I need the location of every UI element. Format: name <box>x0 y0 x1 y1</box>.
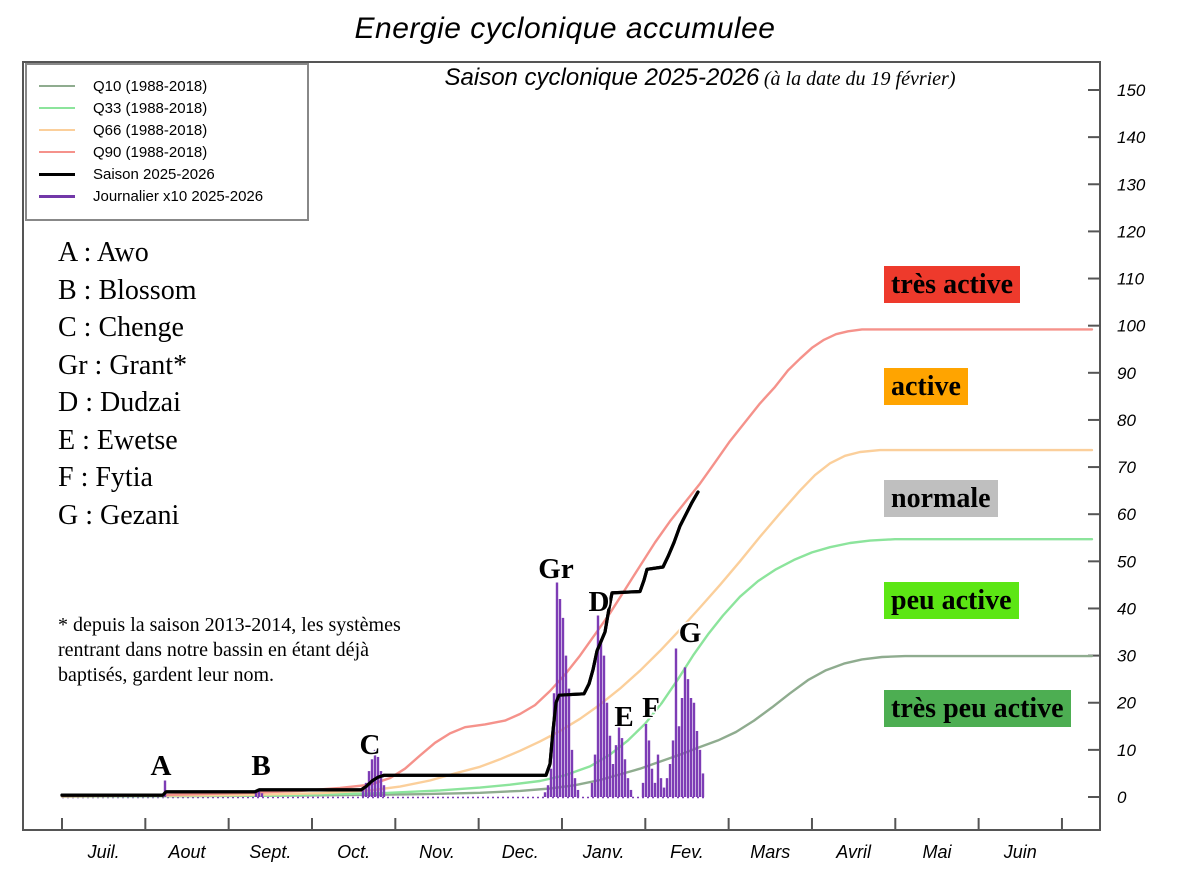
x-axis-month-label: Avril <box>835 842 872 862</box>
legend-item-label: Q33 (1988-2018) <box>93 99 208 117</box>
storm-marker-e: E <box>614 701 633 733</box>
storm-list-entry: A : Awo <box>58 237 149 268</box>
storm-list-entry: C : Chenge <box>58 312 184 343</box>
storm-marker-gr: Gr <box>538 553 574 585</box>
legend-line-swatch <box>39 107 75 109</box>
x-axis-month-label: Sept. <box>249 842 291 862</box>
x-axis-month-label: Janv. <box>582 842 625 862</box>
storm-name-list: A : Awo B : Blossom C : Chenge Gr : Grant* D… <box>58 234 196 534</box>
series-line-q33-1988-2018- <box>60 538 1094 798</box>
storm-list-entry: G : Gezani <box>58 499 180 531</box>
storm-marker-d: D <box>589 586 610 618</box>
activity-label-active: active <box>884 368 968 405</box>
subtitle-date-note: (à la date du 19 février) <box>763 68 956 90</box>
series-line-q66-1988-2018- <box>60 448 1094 798</box>
y-axis-tick-label: 50 <box>1117 552 1136 571</box>
footnote: * depuis la saison 2013-2014, les systèm… <box>58 614 401 686</box>
y-axis-tick-label: 90 <box>1117 364 1136 383</box>
storm-list-entry: Gr : Grant* <box>58 349 188 381</box>
legend-line-swatch <box>39 194 75 198</box>
x-axis-month-label: Dec. <box>502 842 539 862</box>
legend-item-2: Q66 (1988-2018) <box>39 119 307 141</box>
legend-line-swatch <box>39 85 75 87</box>
y-axis-tick-label: 60 <box>1117 505 1136 524</box>
x-axis-month-label: Juin <box>1003 842 1037 862</box>
legend-item-4: Saison 2025-2026 <box>39 163 307 185</box>
subtitle-season: Saison cyclonique 2025-2026 <box>444 64 760 91</box>
activity-label-normale: normale <box>884 480 998 517</box>
legend-item-label: Q90 (1988-2018) <box>93 143 208 161</box>
storm-marker-f: F <box>642 692 660 724</box>
y-axis-tick-label: 150 <box>1117 81 1146 100</box>
storm-marker-a: A <box>151 750 172 782</box>
storm-list-entry: E : Ewetse <box>58 424 178 456</box>
x-axis-month-label: Aout <box>167 842 206 862</box>
season-line-overlay <box>60 490 700 797</box>
y-axis-tick-label: 130 <box>1117 175 1146 194</box>
x-axis-month-label: Nov. <box>419 842 455 862</box>
y-axis-tick-label: 140 <box>1117 128 1146 147</box>
legend-line-swatch <box>39 129 75 131</box>
activity-label-très-peu-active: très peu active <box>884 690 1071 727</box>
storm-list-entry: D : Dudzai <box>58 387 181 418</box>
x-axis-month-label: Mars <box>750 842 790 862</box>
x-axis-month-label: Juil. <box>87 842 120 862</box>
y-axis-tick-label: 100 <box>1117 317 1146 336</box>
y-axis-tick-label: 20 <box>1116 694 1136 713</box>
legend-item-label: Q10 (1988-2018) <box>93 77 208 95</box>
chart-subtitle: Saison cyclonique 2025-2026 (à la date d… <box>330 64 1070 92</box>
x-axis-month-label: Mai <box>922 842 952 862</box>
legend-item-1: Q33 (1988-2018) <box>39 97 307 119</box>
x-axis-month-label: Fev. <box>670 842 704 862</box>
legend-line-swatch <box>39 151 75 153</box>
storm-marker-c: C <box>360 729 381 761</box>
y-axis-tick-label: 70 <box>1117 458 1136 477</box>
storm-marker-g: G <box>679 617 702 649</box>
y-axis-tick-label: 80 <box>1117 411 1136 430</box>
storm-marker-b: B <box>251 750 270 782</box>
legend-item-0: Q10 (1988-2018) <box>39 75 307 97</box>
legend-item-label: Q66 (1988-2018) <box>93 121 208 139</box>
series-line-q10-1988-2018- <box>60 654 1094 798</box>
y-axis-tick-label: 120 <box>1117 222 1146 241</box>
storm-list-entry: B : Blossom <box>58 274 197 306</box>
storm-list-entry: F : Fytia <box>58 462 153 493</box>
activity-label-très-active: très active <box>884 266 1021 303</box>
legend-item-label: Journalier x10 2025-2026 <box>93 187 264 205</box>
y-axis-tick-label: 10 <box>1117 741 1136 760</box>
legend-item-label: Saison 2025-2026 <box>93 165 215 183</box>
y-axis-tick-label: 0 <box>1117 788 1127 807</box>
chart-title: Energie cyclonique accumulee <box>354 12 776 45</box>
chart-legend: Q10 (1988-2018) Q33 (1988-2018) Q66 (1988-… <box>25 63 309 221</box>
legend-item-5: Journalier x10 2025-2026 <box>39 185 307 207</box>
activity-label-peu-active: peu active <box>884 582 1019 619</box>
x-axis-month-label: Oct. <box>337 842 370 862</box>
legend-item-3: Q90 (1988-2018) <box>39 141 307 163</box>
y-axis-tick-label: 30 <box>1117 647 1136 666</box>
y-axis-tick-label: 40 <box>1117 599 1136 618</box>
legend-line-swatch <box>39 172 75 176</box>
series-line-q90-1988-2018- <box>60 328 1094 798</box>
y-axis-tick-label: 110 <box>1117 270 1145 289</box>
